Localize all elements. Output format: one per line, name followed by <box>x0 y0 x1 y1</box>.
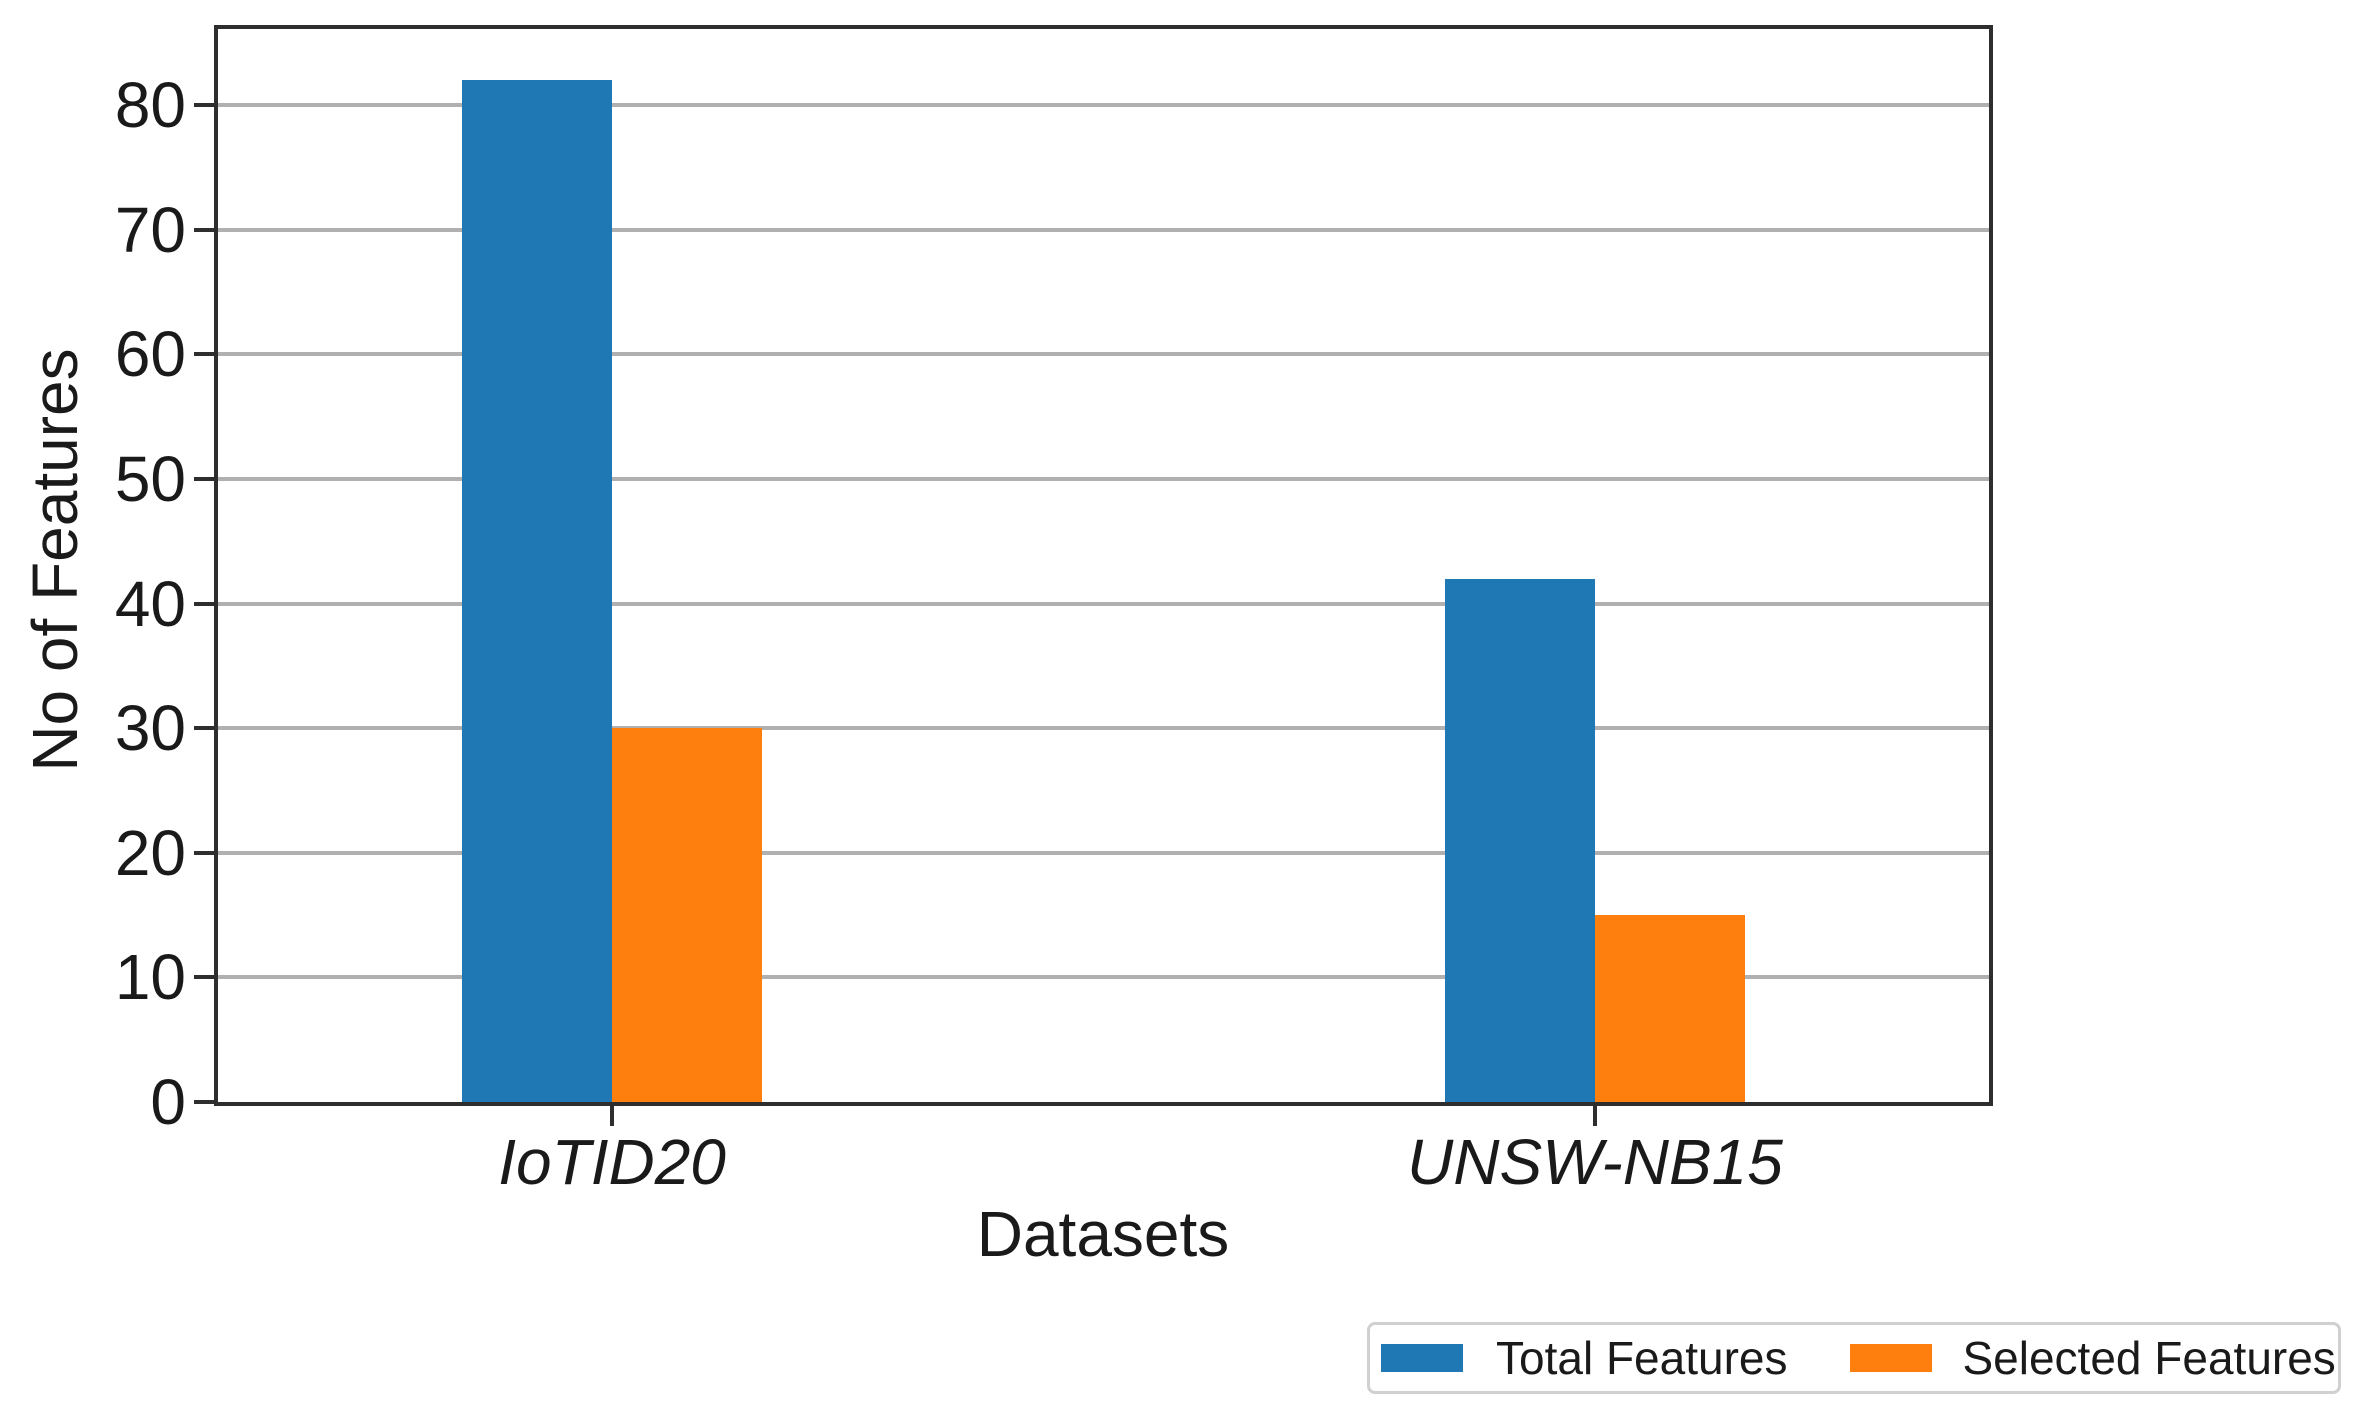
y-tick-mark-0 <box>194 1100 214 1104</box>
y-tick-label-60: 60 <box>114 318 186 391</box>
legend-swatch-total-features <box>1381 1344 1463 1372</box>
legend-entry-selected-features: Selected Features <box>1850 1332 2336 1384</box>
gridline-y-10 <box>218 975 1989 980</box>
gridline-y-70 <box>218 227 1989 232</box>
y-tick-label-50: 50 <box>114 442 186 515</box>
x-tick-label-iotid20: IoTID20 <box>498 1126 726 1198</box>
gridline-y-30 <box>218 726 1989 731</box>
x-axis-label: Datasets <box>976 1198 1230 1270</box>
bar-selected-features-iotid20 <box>612 728 763 1102</box>
y-tick-mark-50 <box>194 476 214 481</box>
legend: Total Features Selected Features <box>1367 1322 2341 1394</box>
y-tick-mark-80 <box>194 103 214 108</box>
gridline-y-20 <box>218 850 1989 855</box>
bar-total-features-unsw-nb15 <box>1444 578 1595 1102</box>
x-tick-label-unsw-nb15: UNSW-NB15 <box>1407 1126 1783 1198</box>
gridline-y-40 <box>218 601 1989 606</box>
gridline-y-80 <box>218 103 1989 108</box>
y-tick-label-10: 10 <box>114 941 186 1014</box>
gridline-y-60 <box>218 352 1989 357</box>
y-tick-label-30: 30 <box>114 692 186 765</box>
y-tick-label-80: 80 <box>114 69 186 142</box>
y-tick-mark-40 <box>194 601 214 606</box>
bar-selected-features-unsw-nb15 <box>1594 915 1745 1102</box>
x-tick-mark-iotid20 <box>610 1106 615 1126</box>
y-tick-label-20: 20 <box>114 816 186 889</box>
legend-label-total-features: Total Features <box>1496 1332 1788 1384</box>
y-tick-label-70: 70 <box>114 193 186 266</box>
y-tick-mark-10 <box>194 975 214 980</box>
y-tick-mark-20 <box>194 850 214 855</box>
plot-area <box>214 25 1993 1106</box>
y-tick-mark-30 <box>194 726 214 731</box>
y-tick-mark-70 <box>194 227 214 232</box>
x-tick-mark-unsw-nb15 <box>1592 1106 1597 1126</box>
gridline-y-50 <box>218 476 1989 481</box>
y-tick-mark-60 <box>194 352 214 357</box>
legend-entry-total-features: Total Features <box>1381 1332 1787 1384</box>
y-tick-label-40: 40 <box>114 567 186 640</box>
bar-total-features-iotid20 <box>462 80 613 1102</box>
y-tick-label-0: 0 <box>150 1066 186 1138</box>
legend-swatch-selected-features <box>1850 1344 1933 1372</box>
legend-label-selected-features: Selected Features <box>1962 1332 2336 1384</box>
